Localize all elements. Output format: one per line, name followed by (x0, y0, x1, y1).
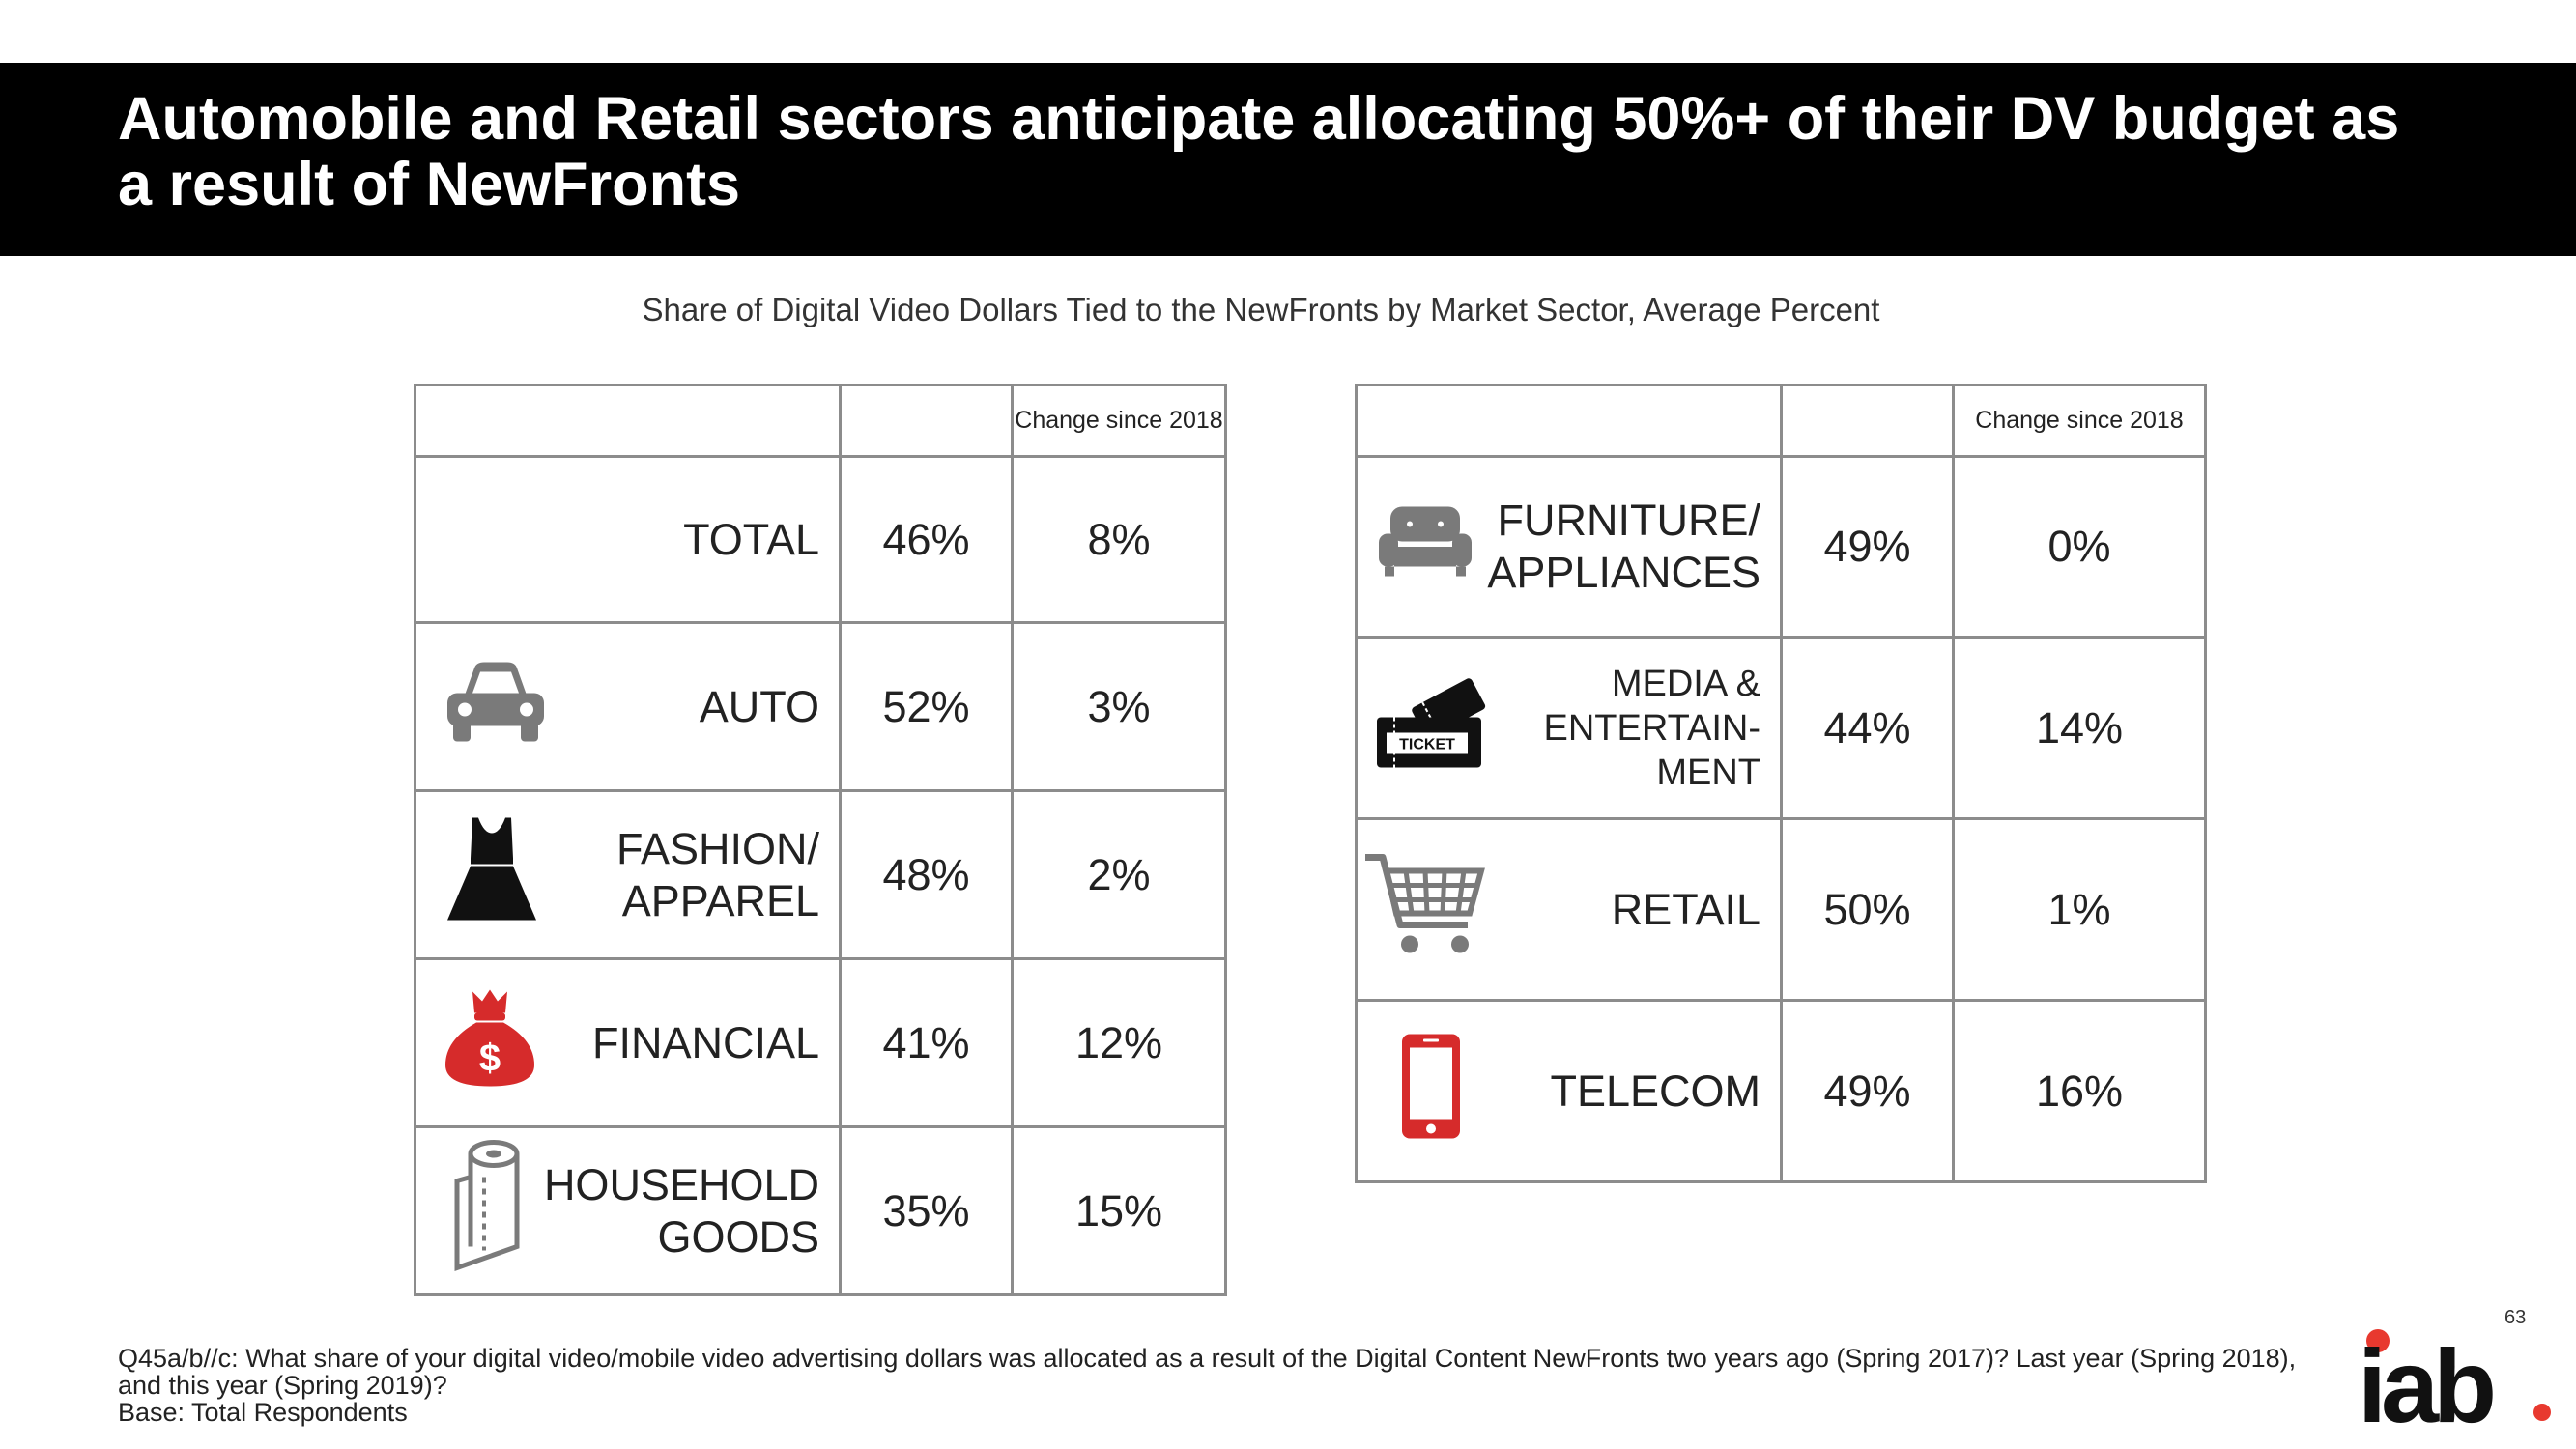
change-header: Change since 2018 (1952, 384, 2207, 458)
row-change: 12% (1011, 957, 1227, 1128)
row-change: 1% (1952, 817, 2207, 1002)
row-value: 50% (1780, 817, 1955, 1002)
table-row: TICKET MEDIA & ENTERTAIN- MENT 44% 14% (1355, 636, 2207, 820)
ticket-text: TICKET (1399, 736, 1455, 753)
logo-text: iab (2358, 1327, 2493, 1430)
row-label-auto: AUTO (699, 681, 819, 731)
row-value: 35% (839, 1125, 1014, 1296)
row-change: 8% (1011, 455, 1227, 624)
row-change: 14% (1952, 636, 2207, 820)
row-label-fashion: FASHION/ APPAREL (615, 823, 819, 925)
row-change: 16% (1952, 999, 2207, 1183)
row-change: 15% (1011, 1125, 1227, 1296)
row-label-household: HOUSEHOLD GOODS (543, 1159, 819, 1262)
sector-table-right: Change since 2018 FURNITURE/ APPLIANCES … (1355, 384, 2207, 1183)
title-banner: Automobile and Retail sectors anticipate… (0, 63, 2576, 256)
car-icon (444, 658, 548, 755)
row-change: 3% (1011, 621, 1227, 792)
chart-subtitle: Share of Digital Video Dollars Tied to t… (642, 292, 1880, 327)
table-row: HOUSEHOLD GOODS 35% 15% (414, 1125, 1227, 1296)
footnote: Q45a/b//c: What share of your digital vi… (118, 1345, 2321, 1426)
change-header: Change since 2018 (1011, 384, 1227, 458)
footnote-base: Base: Total Respondents (118, 1398, 408, 1427)
table-row: RETAIL 50% 1% (1355, 817, 2207, 1002)
iab-logo: iab (2358, 1323, 2551, 1444)
footnote-question: Q45a/b//c: What share of your digital vi… (118, 1344, 2297, 1400)
dress-icon (445, 815, 538, 934)
money-bag-icon: $ (442, 985, 538, 1100)
row-value: 44% (1780, 636, 1955, 820)
sector-table-left: Change since 2018 TOTAL 46% 8% AUTO (414, 384, 1227, 1296)
row-value: 46% (839, 455, 1014, 624)
paper-towel-icon (451, 1138, 523, 1284)
page-title: Automobile and Retail sectors anticipate… (118, 85, 2400, 218)
row-label-financial: FINANCIAL (591, 1017, 819, 1067)
ticket-icon: TICKET (1373, 674, 1487, 781)
shopping-cart-icon (1363, 851, 1487, 968)
table-row: FURNITURE/ APPLIANCES 49% 0% (1355, 455, 2207, 639)
table-row: $ FINANCIAL 41% 12% (414, 957, 1227, 1128)
row-label-total: TOTAL (683, 514, 819, 564)
row-label-media: MEDIA & ENTERTAIN- MENT (1543, 663, 1761, 793)
dollar-sign: $ (479, 1037, 501, 1079)
page-number: 63 (2504, 1307, 2527, 1328)
row-change: 2% (1011, 789, 1227, 960)
mobile-phone-icon (1400, 1032, 1462, 1151)
sofa-icon (1377, 505, 1474, 589)
row-change: 0% (1952, 455, 2207, 639)
table-header-row: Change since 2018 (414, 384, 1227, 458)
table-row: TOTAL 46% 8% (414, 455, 1227, 624)
row-value: 48% (839, 789, 1014, 960)
table-row: FASHION/ APPAREL 48% 2% (414, 789, 1227, 960)
row-label-retail: RETAIL (1611, 884, 1760, 934)
row-value: 49% (1780, 455, 1955, 639)
row-label-telecom: TELECOM (1550, 1065, 1760, 1116)
table-row: AUTO 52% 3% (414, 621, 1227, 792)
row-value: 41% (839, 957, 1014, 1128)
row-value: 49% (1780, 999, 1955, 1183)
row-value: 52% (839, 621, 1014, 792)
table-row: TELECOM 49% 16% (1355, 999, 2207, 1183)
table-header-row: Change since 2018 (1355, 384, 2207, 458)
row-label-furniture: FURNITURE/ APPLIANCES (1487, 496, 1760, 597)
